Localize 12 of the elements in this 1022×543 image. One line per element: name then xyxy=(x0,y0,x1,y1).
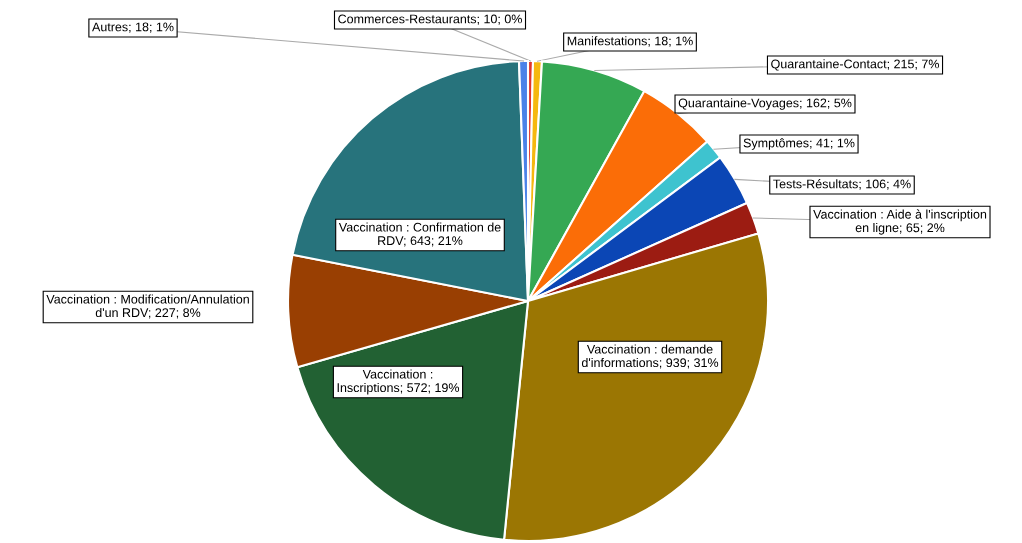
slice-label: Vaccination : Inscriptions; 572; 19% xyxy=(337,369,460,395)
slice-label: Symptômes; 41; 1% xyxy=(743,138,855,150)
slice-label: Vaccination : Aide à l'inscription en ligne; 65; 2% xyxy=(813,209,987,235)
slice-label: Vaccination : Confirmation de RDV; 643; 21% xyxy=(338,222,501,247)
slice-label: Quarantaine-Voyages; 162; 5% xyxy=(678,98,852,110)
slice-label: Tests-Résultats; 106; 4% xyxy=(773,179,911,190)
slice-label: Autres; 18; 1% xyxy=(92,22,174,33)
slice-label: Vaccination : demande d'informations; 939; 31% xyxy=(581,344,719,369)
slice-label: Manifestations; 18; 1% xyxy=(567,36,693,47)
slice-label: Vaccination : Modification/Annulation d'un RDV; 227; 8% xyxy=(46,294,249,319)
slice-label: Commerces-Restaurants; 10; 0% xyxy=(338,14,522,25)
slice-label: Quarantaine-Contact; 215; 7% xyxy=(771,59,939,71)
